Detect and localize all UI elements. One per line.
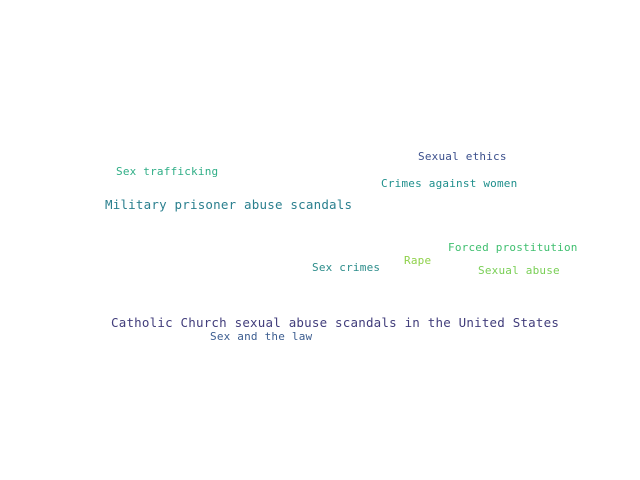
term-sex-trafficking: Sex trafficking [116, 165, 219, 178]
term-catholic-church-sexual-abuse-scandals: Catholic Church sexual abuse scandals in… [111, 315, 560, 330]
term-crimes-against-women: Crimes against women [381, 177, 518, 190]
term-forced-prostitution: Forced prostitution [448, 241, 578, 254]
term-sexual-abuse: Sexual abuse [478, 264, 560, 277]
term-rape: Rape [404, 254, 432, 267]
term-military-prisoner-abuse-scandals: Military prisoner abuse scandals [105, 197, 353, 212]
term-sex-crimes: Sex crimes [312, 261, 381, 274]
term-sexual-ethics: Sexual ethics [418, 150, 507, 163]
term-sex-and-the-law: Sex and the law [210, 330, 313, 343]
